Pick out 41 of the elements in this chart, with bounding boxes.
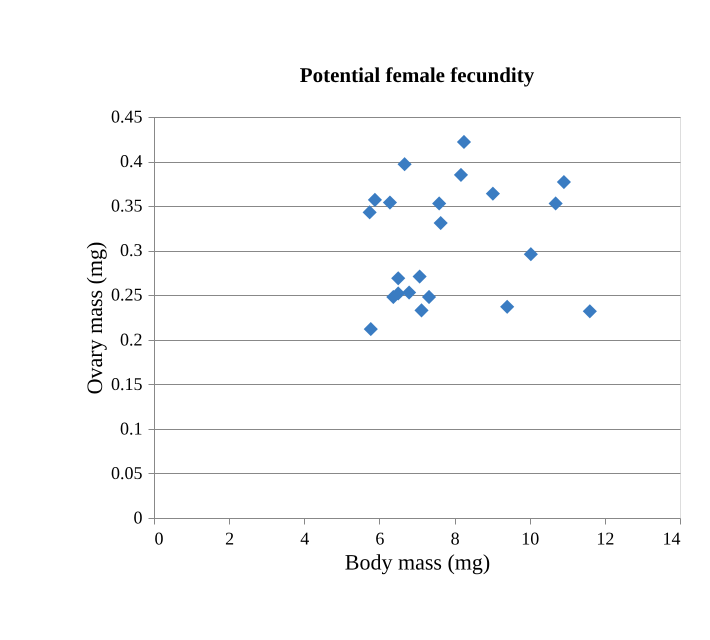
chart-title: Potential female fecundity <box>300 63 535 87</box>
x-tick-label: 8 <box>450 528 460 548</box>
point <box>368 192 382 207</box>
x-tick-label: 10 <box>521 528 540 548</box>
y-tick-label: 0 <box>134 508 142 528</box>
point <box>524 247 538 262</box>
point <box>412 269 427 284</box>
point <box>398 157 412 172</box>
point <box>556 174 571 190</box>
point <box>414 303 429 318</box>
point <box>402 285 416 300</box>
x-tick-label: 4 <box>300 528 310 548</box>
y-tick-label: 0.3 <box>120 240 142 260</box>
y-tick-label: 0.05 <box>111 462 142 483</box>
point <box>364 322 378 336</box>
x-tick-label: 14 <box>662 528 680 548</box>
x-tick-label: 2 <box>225 528 234 548</box>
point <box>500 300 514 314</box>
point <box>422 290 436 304</box>
x-tick-label: 12 <box>596 528 614 548</box>
y-tick-label: 0.45 <box>111 106 142 126</box>
x-tick-label: 0 <box>154 528 164 548</box>
point <box>432 196 446 211</box>
point <box>486 186 500 201</box>
point <box>454 168 468 182</box>
y-tick-label: 0.2 <box>120 329 142 350</box>
point <box>434 216 448 230</box>
x-tick-label: 6 <box>375 528 384 548</box>
point <box>382 195 398 210</box>
point <box>391 271 406 286</box>
y-tick-label: 0.4 <box>120 151 142 172</box>
point <box>456 134 472 150</box>
y-tick-label: 0.25 <box>111 284 142 305</box>
x-axis-title: Body mass (mg) <box>344 550 490 574</box>
point <box>362 205 377 220</box>
point <box>582 304 597 318</box>
y-tick-label: 0.1 <box>120 418 142 438</box>
point <box>548 196 563 211</box>
y-tick-label: 0.35 <box>111 196 142 216</box>
y-axis-title: Ovary mass (mg) <box>82 242 107 394</box>
y-tick-label: 0.15 <box>111 374 142 394</box>
